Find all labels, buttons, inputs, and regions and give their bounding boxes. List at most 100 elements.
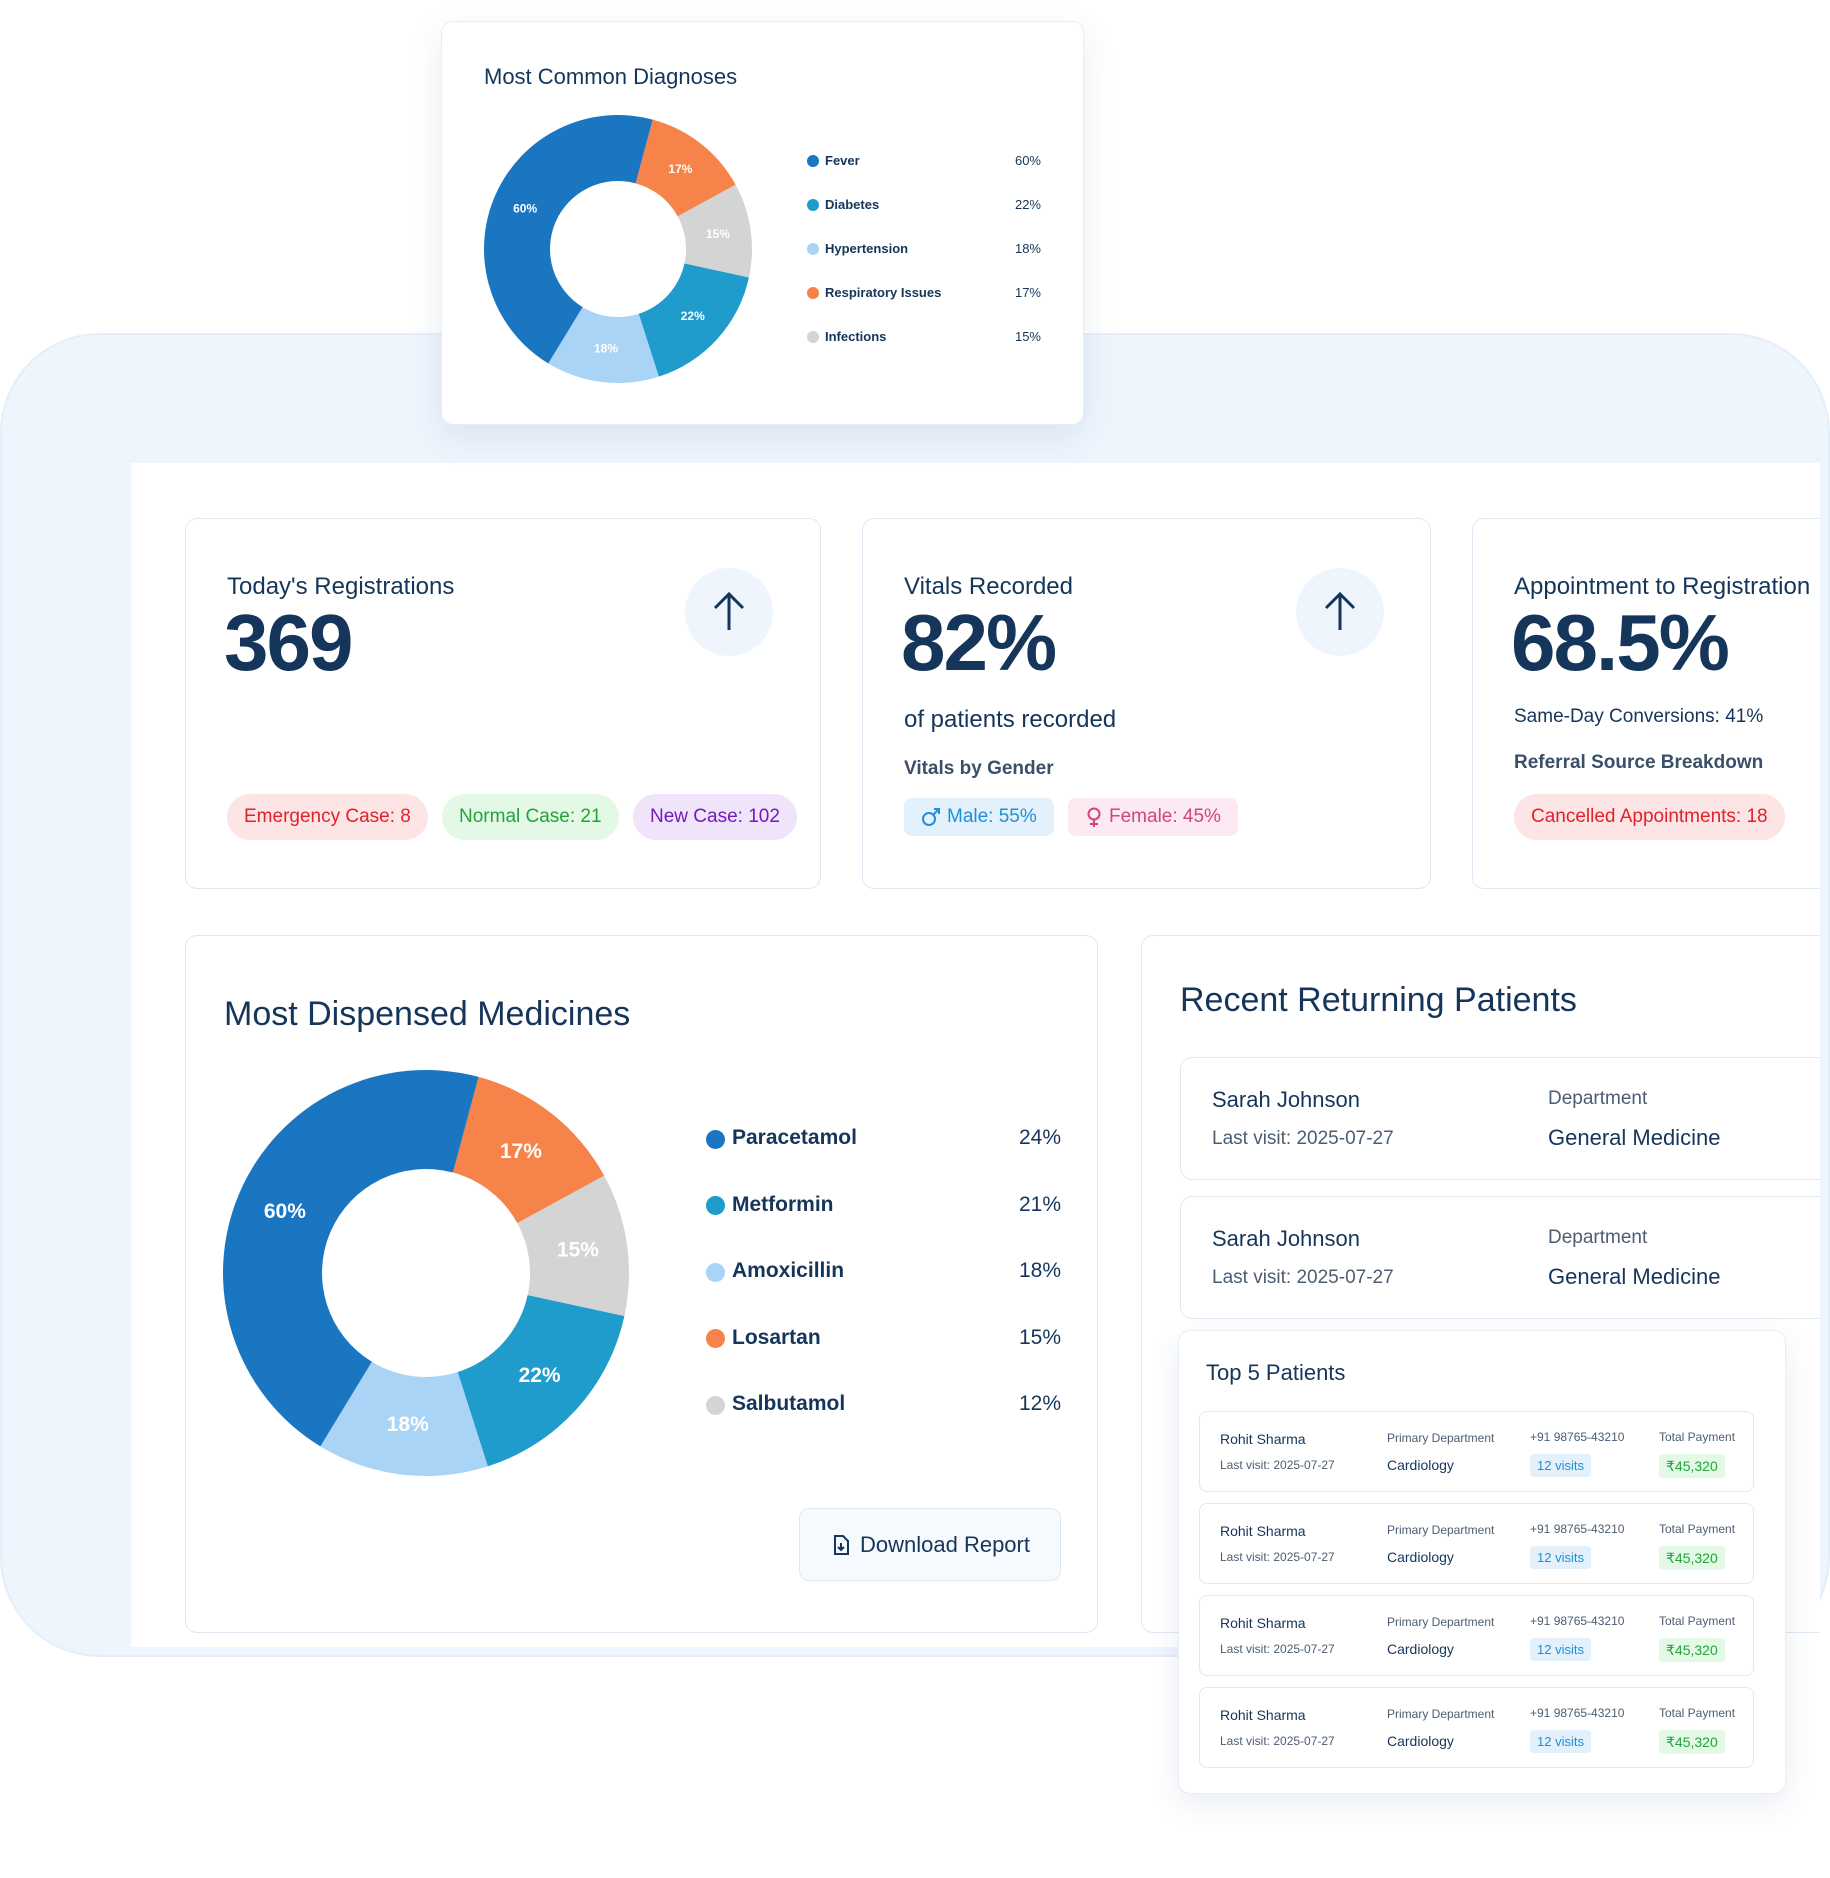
- department-label: Department: [1548, 1226, 1648, 1248]
- card-subtitle: Same-Day Conversions: 41%: [1514, 705, 1764, 727]
- department: Cardiology: [1387, 1641, 1454, 1658]
- payment-label: Total Payment: [1659, 1522, 1736, 1537]
- department-label: Primary Department: [1387, 1707, 1495, 1722]
- legend-value: 21%: [1018, 1192, 1061, 1216]
- last-visit: Last visit: 2025-07-27: [1220, 1458, 1335, 1473]
- slice-label: 17%: [500, 1140, 542, 1163]
- legend-name: Amoxicillin: [732, 1259, 845, 1283]
- slice-label: 18%: [387, 1413, 429, 1436]
- legend-dot: [705, 1129, 725, 1149]
- payment-label: Total Payment: [1659, 1614, 1736, 1629]
- card-title: Appointment to Registration: [1514, 572, 1811, 600]
- section-title: Recent Returning Patients: [1180, 981, 1577, 1020]
- card-section: Referral Source Breakdown: [1514, 751, 1764, 773]
- department: General Medicine: [1548, 1263, 1721, 1289]
- donut-slice: [452, 1076, 605, 1224]
- patient-name: Rohit Sharma: [1220, 1615, 1306, 1632]
- phone: +91 98765-43210: [1530, 1522, 1625, 1537]
- card-title: Vitals Recorded: [904, 572, 1073, 600]
- department-label: Department: [1548, 1087, 1648, 1109]
- legend-dot: [705, 1395, 725, 1415]
- donut-slice: [635, 119, 736, 217]
- legend-name: Respiratory Issues: [825, 284, 942, 300]
- patient-name: Rohit Sharma: [1220, 1523, 1306, 1540]
- department-label: Primary Department: [1387, 1431, 1495, 1446]
- donut-slice: [517, 1175, 629, 1317]
- payment-pill: ₹45,320: [1659, 1730, 1725, 1754]
- download-label: Download Report: [860, 1531, 1030, 1557]
- chart-title: Most Dispensed Medicines: [224, 995, 631, 1034]
- card-section: Vitals by Gender: [904, 757, 1054, 779]
- department: Cardiology: [1387, 1733, 1454, 1750]
- patient-row: Rohit Sharma Last visit: 2025-07-27 Primar…: [1199, 1503, 1754, 1584]
- card-value: 68.5%: [1511, 598, 1730, 687]
- legend-value: 15%: [1018, 1325, 1061, 1349]
- phone: +91 98765-43210: [1530, 1430, 1625, 1445]
- payment-pill: ₹45,320: [1659, 1546, 1725, 1570]
- download-icon: [834, 1534, 849, 1555]
- legend-value: 60%: [1014, 152, 1041, 168]
- chart-card: Most Common Diagnoses 17% 15% 22% 18% 60% Feve…: [441, 21, 1084, 425]
- stat-card: Today's Registrations 369 Emergency Case: …: [185, 518, 821, 889]
- visits-pill: 12 visits: [1530, 1546, 1591, 1569]
- legend-value: 24%: [1018, 1126, 1061, 1150]
- legend-name: Diabetes: [825, 196, 880, 212]
- legend-dot: [807, 331, 819, 343]
- stat-card: Appointment to Registration 68.5% Same-Day…: [1472, 518, 1820, 889]
- visits-pill: 12 visits: [1530, 1454, 1591, 1477]
- legend-name: Losartan: [732, 1325, 821, 1349]
- legend-dot: [807, 243, 819, 255]
- patient-row: Rohit Sharma Last visit: 2025-07-27 Primar…: [1199, 1411, 1754, 1492]
- donut: 17% 15% 22% 18% 60%: [223, 1070, 629, 1476]
- patient-row: Rohit Sharma Last visit: 2025-07-27 Primar…: [1199, 1687, 1754, 1768]
- tag-text: Emergency Case: 8: [244, 806, 411, 827]
- legend-dot: [807, 287, 819, 299]
- tag-pill: Male: 55%: [904, 798, 1054, 836]
- slice-label: 18%: [594, 341, 618, 355]
- card-value: 369: [224, 598, 353, 687]
- legend-name: Infections: [825, 328, 887, 344]
- tag-pill: Cancelled Appointments: 18: [1514, 794, 1785, 840]
- payment-label: Total Payment: [1659, 1706, 1736, 1721]
- section-title: Top 5 Patients: [1206, 1359, 1346, 1385]
- donut-slice: [457, 1295, 625, 1467]
- payment-label: Total Payment: [1659, 1430, 1736, 1445]
- legend-name: Hypertension: [825, 240, 909, 256]
- tag-text: Normal Case: 21: [459, 806, 602, 827]
- trend-icon: [1296, 568, 1384, 656]
- download-button[interactable]: Download Report: [799, 1508, 1061, 1581]
- trend-icon: [685, 568, 773, 656]
- legend-dot: [705, 1262, 725, 1282]
- tag-pill: Emergency Case: 8: [227, 794, 428, 840]
- slice-label: 60%: [264, 1200, 306, 1223]
- top-patients-card: Top 5 Patients Rohit Sharma Last visit: 20…: [1178, 1330, 1786, 1794]
- donut-slice: [548, 307, 659, 383]
- slice-label: 15%: [706, 227, 730, 241]
- last-visit: Last visit: 2025-07-27: [1212, 1127, 1394, 1149]
- card-subtitle: of patients recorded: [904, 705, 1117, 733]
- dashboard-panel: Today's Registrations 369 Emergency Case: …: [131, 463, 1820, 1647]
- tag-pill: Normal Case: 21: [442, 794, 619, 840]
- patient-name: Rohit Sharma: [1220, 1431, 1306, 1448]
- tag-pill: New Case: 102: [633, 794, 797, 840]
- legend-name: Metformin: [732, 1192, 834, 1216]
- legend-value: 18%: [1014, 240, 1041, 256]
- last-visit: Last visit: 2025-07-27: [1220, 1734, 1335, 1749]
- patient-name: Rohit Sharma: [1220, 1707, 1306, 1724]
- tag-text: Cancelled Appointments: 18: [1531, 806, 1768, 827]
- legend-name: Paracetamol: [732, 1126, 857, 1150]
- donut-slice: [320, 1361, 488, 1476]
- patient-row: Rohit Sharma Last visit: 2025-07-27 Primar…: [1199, 1595, 1754, 1676]
- last-visit: Last visit: 2025-07-27: [1220, 1642, 1335, 1657]
- tag-text: Male: 55%: [947, 806, 1037, 827]
- legend-value: 18%: [1018, 1259, 1061, 1283]
- department: Cardiology: [1387, 1549, 1454, 1566]
- slice-label: 60%: [513, 201, 537, 215]
- donut-slice: [223, 1070, 479, 1447]
- payment-pill: ₹45,320: [1659, 1454, 1725, 1478]
- slice-label: 15%: [557, 1239, 599, 1262]
- patient-name: Sarah Johnson: [1212, 1086, 1360, 1112]
- card-value: 82%: [901, 598, 1057, 687]
- chart-card: Download Report Most Dispensed Medicines…: [185, 935, 1098, 1633]
